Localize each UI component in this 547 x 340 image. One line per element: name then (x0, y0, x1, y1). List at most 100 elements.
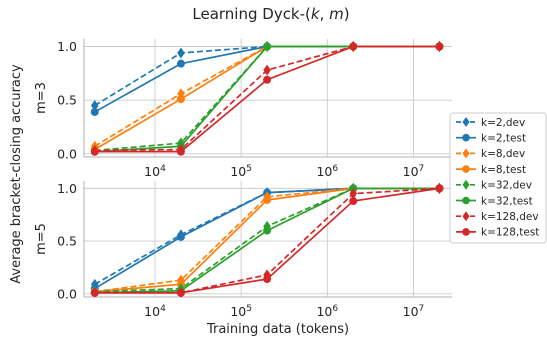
y-tick-label: 0.0 (57, 146, 77, 161)
x-tick-label: 107 (403, 164, 425, 179)
x-tick-label: 105 (230, 164, 252, 179)
marker-k=128,test (263, 75, 272, 84)
marker-k=32,test (263, 226, 272, 235)
legend-marker (462, 228, 470, 236)
title-sep: , (320, 5, 330, 23)
x-tick-exponent: 5 (246, 164, 252, 174)
marker-k=2,test (176, 59, 185, 68)
x-tick-base: 10 (403, 164, 419, 179)
x-tick-exponent: 6 (332, 164, 338, 174)
series-group (90, 182, 444, 297)
legend-item-k=2,test: k=2,test (456, 133, 526, 145)
marker-k=128,test (176, 147, 185, 156)
panel-label: m=5 (34, 223, 49, 255)
x-tick-label: 104 (144, 164, 166, 179)
legend-marker (462, 196, 470, 205)
x-tick-label: 107 (403, 304, 425, 319)
title-m: m (329, 5, 344, 23)
x-tick-base: 10 (403, 304, 419, 319)
x-tick-base: 10 (144, 164, 160, 179)
marker-k=2,dev (90, 100, 99, 112)
legend-item-k=32,dev: k=32,dev (456, 180, 532, 192)
legend-label: k=2,dev (481, 117, 525, 129)
legend-marker (462, 148, 470, 159)
legend-marker (462, 179, 470, 190)
legend-marker (462, 133, 470, 142)
y-tick-label: 1.0 (57, 39, 77, 54)
series-line-k=32,test (94, 45, 440, 153)
marker-k=8,test (263, 195, 272, 204)
title-suffix: ) (344, 5, 350, 23)
x-tick-exponent: 4 (160, 164, 166, 174)
x-tick-label: 106 (316, 164, 338, 179)
marker-k=128,dev (263, 64, 271, 76)
x-tick-exponent: 7 (419, 164, 425, 174)
x-tick-base: 10 (316, 304, 332, 319)
x-tick-base: 10 (144, 304, 160, 319)
x-tick-label: 105 (230, 304, 252, 319)
legend-label: k=8,test (481, 164, 526, 176)
legend-marker (462, 211, 470, 222)
legend-item-k=8,dev: k=8,dev (456, 148, 525, 160)
title-prefix: Learning Dyck-( (192, 5, 311, 23)
marker-k=128,test (90, 288, 99, 297)
marker-k=8,test (176, 95, 185, 104)
legend-item-k=8,test: k=8,test (456, 164, 526, 176)
panel-label: m=3 (34, 82, 49, 114)
x-tick-label: 106 (316, 304, 338, 319)
marker-k=128,test (176, 288, 185, 297)
legend-label: k=32,test (481, 195, 533, 207)
legend-marker (462, 117, 470, 127)
title-k: k (311, 5, 321, 23)
legend-label: k=8,dev (481, 148, 525, 160)
marker-k=128,test (435, 184, 444, 193)
marker-k=8,dev (177, 88, 185, 100)
legend-item-k=32,test: k=32,test (456, 195, 533, 207)
x-tick-label: 104 (144, 304, 166, 319)
x-tick-exponent: 4 (160, 304, 166, 314)
marker-k=32,test (263, 42, 272, 51)
marker-k=128,test (263, 275, 272, 284)
x-tick-base: 10 (230, 304, 246, 319)
marker-k=2,test (176, 232, 185, 241)
legend-label: k=128,test (481, 227, 539, 239)
marker-k=128,test (349, 197, 358, 206)
marker-k=128,dev (349, 188, 358, 200)
legend: k=2,dev k=2,test k=8,dev k=8,test k=32,dev k=… (449, 112, 547, 244)
series-group (90, 41, 444, 157)
legend-label: k=32,dev (481, 180, 532, 192)
marker-k=8,dev (177, 274, 185, 286)
legend-item-k=128,test: k=128,test (456, 227, 539, 239)
x-tick-base: 10 (316, 164, 332, 179)
x-tick-exponent: 6 (332, 304, 338, 314)
marker-k=128,test (435, 42, 444, 51)
series-line-k=32,dev (94, 45, 440, 152)
series-line-k=8,dev (94, 45, 440, 147)
legend-item-k=2,dev: k=2,dev (456, 117, 525, 129)
y-tick-label: 0.0 (57, 286, 77, 301)
y-tick-label: 1.0 (57, 181, 77, 196)
x-tick-base: 10 (230, 164, 246, 179)
series-line-k=128,dev (94, 45, 440, 152)
x-axis-label: Training data (tokens) (206, 322, 349, 337)
marker-k=128,test (349, 42, 358, 51)
x-tick-exponent: 7 (419, 304, 425, 314)
y-tick-label: 0.5 (57, 234, 77, 249)
marker-k=2,test (90, 107, 99, 116)
y-tick-label: 0.5 (57, 93, 77, 108)
legend-label: k=128,dev (481, 211, 539, 223)
y-axis-label: Average bracket-closing accuracy (9, 64, 24, 284)
x-tick-exponent: 5 (246, 304, 252, 314)
series-line-k=8,dev (94, 187, 440, 293)
legend-item-k=128,dev: k=128,dev (456, 211, 539, 223)
marker-k=128,test (90, 147, 99, 156)
marker-k=2,dev (177, 47, 185, 59)
series-line-k=128,test (94, 45, 440, 153)
legend-marker (462, 165, 470, 173)
chart-title: Learning Dyck-(k, m) (192, 5, 349, 23)
legend-label: k=2,test (481, 133, 526, 145)
